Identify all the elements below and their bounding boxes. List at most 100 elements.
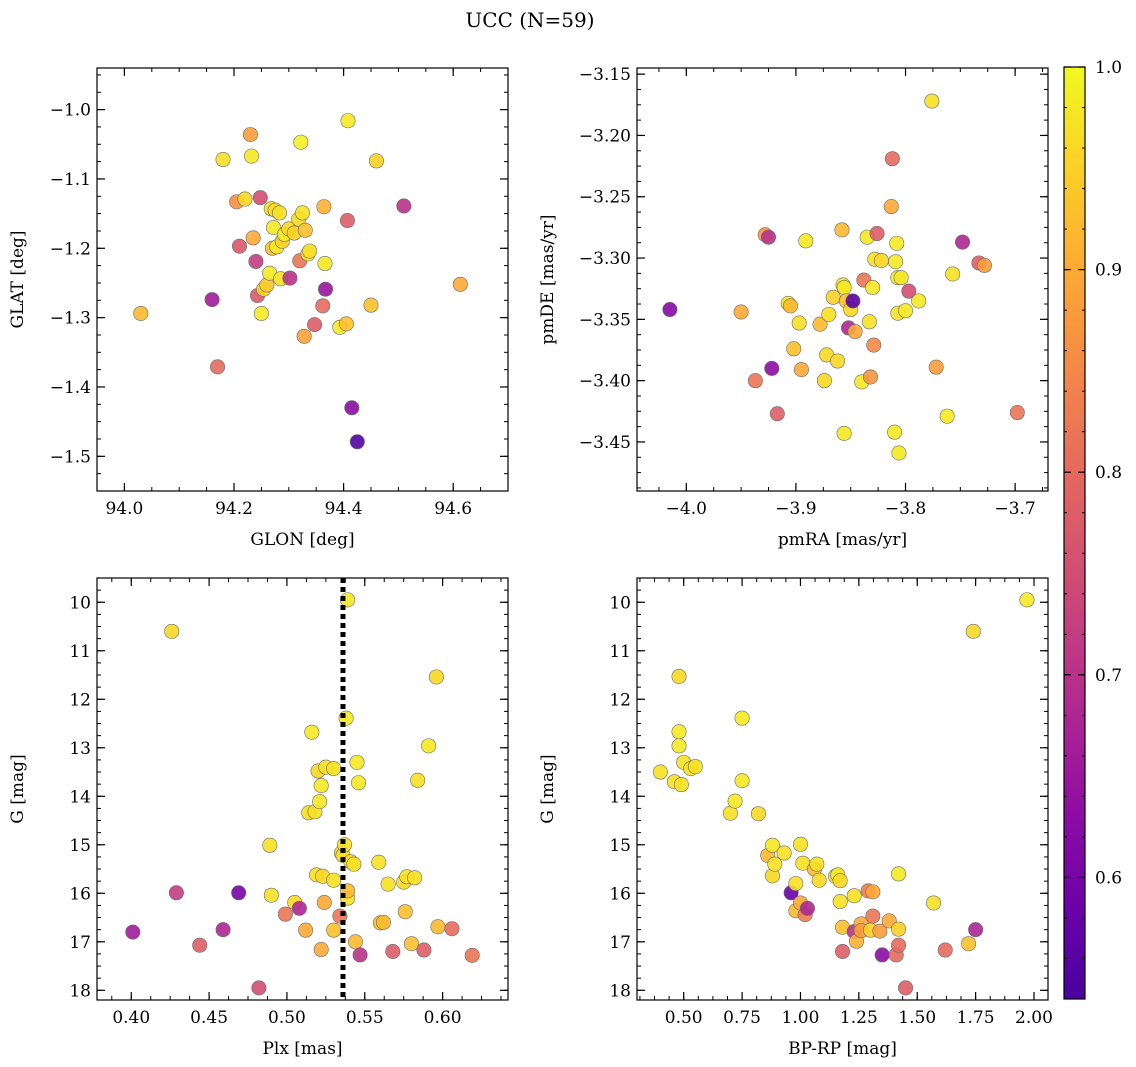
y-tick-label: 10 — [609, 593, 631, 613]
scatter-point — [788, 876, 804, 892]
scatter-point — [430, 919, 446, 935]
scatter-point — [210, 359, 226, 375]
scatter-point — [1019, 592, 1035, 608]
colorbar: 0.6 0.7 0.8 0.9 1.0 — [1063, 58, 1122, 1000]
scatter-point — [869, 226, 885, 242]
x-tick-label: −3.7 — [994, 499, 1035, 519]
scatter-point — [901, 283, 917, 299]
panel-4: 0.50 0.75 1.00 1.25 1.50 1.75 2.00 10 11 12 13 14 15… — [538, 577, 1053, 1059]
y-tick-label: 18 — [609, 981, 631, 1001]
y-tick-label: −1.3 — [50, 309, 91, 329]
scatter-point — [315, 298, 331, 314]
scatter-point — [834, 222, 850, 238]
x-tick-label: 0.45 — [190, 1008, 228, 1028]
scatter-point — [727, 793, 743, 809]
y-tick-label: −1.0 — [50, 101, 91, 121]
scatter-point — [297, 222, 313, 238]
data-layer — [133, 113, 468, 450]
scatter-point — [898, 980, 914, 996]
y-tick-label: 17 — [609, 933, 631, 953]
scatter-point — [847, 324, 863, 340]
scatter-point — [192, 937, 208, 953]
scatter-point — [416, 942, 432, 958]
scatter-point — [245, 230, 261, 246]
scatter-point — [873, 252, 889, 268]
scatter-point — [965, 623, 981, 639]
scatter-point — [891, 445, 907, 461]
scatter-point — [747, 373, 763, 389]
figure-title: UCC (N=59) — [465, 8, 594, 32]
scatter-point — [891, 866, 907, 882]
scatter-point — [407, 870, 423, 886]
scatter-point — [865, 908, 881, 924]
scatter-point — [769, 406, 785, 422]
data-layer — [125, 578, 480, 1000]
scatter-point — [821, 306, 837, 322]
x-tick-label: −3.8 — [885, 499, 926, 519]
axes-frame — [636, 577, 1049, 1001]
scatter-point — [133, 305, 149, 321]
scatter-point — [673, 777, 689, 793]
scatter-point — [168, 885, 184, 901]
scatter-point — [338, 316, 354, 332]
scatter-point — [926, 895, 942, 911]
scatter-point — [891, 937, 907, 953]
scatter-point — [347, 934, 363, 950]
y-tick-label: 15 — [69, 836, 91, 856]
scatter-point — [799, 900, 815, 916]
scatter-point — [368, 153, 384, 169]
scatter-point — [317, 256, 333, 272]
scatter-point — [961, 936, 977, 952]
scatter-point — [339, 213, 355, 229]
scatter-point — [662, 302, 678, 318]
scatter-point — [830, 353, 846, 369]
scatter-point — [242, 127, 258, 143]
scatter-point — [845, 293, 861, 309]
scatter-point — [351, 775, 367, 791]
scatter-point — [340, 113, 356, 129]
scatter-point — [865, 279, 881, 295]
scatter-point — [1009, 405, 1025, 421]
scatter-point — [866, 337, 882, 353]
scatter-point — [263, 887, 279, 903]
scatter-point — [911, 293, 927, 309]
scatter-point — [939, 408, 955, 424]
scatter-point — [782, 298, 798, 314]
scatter-point — [464, 947, 480, 963]
scatter-point — [164, 623, 180, 639]
scatter-point — [883, 199, 899, 215]
scatter-point — [375, 914, 391, 930]
scatter-point — [252, 190, 268, 206]
scatter-point — [834, 943, 850, 959]
scatter-point — [671, 738, 687, 754]
x-tick-label: 0.55 — [346, 1008, 384, 1028]
axes-frame — [96, 577, 509, 1001]
scatter-point — [862, 369, 878, 385]
scatter-point — [326, 761, 342, 777]
y-tick-label: 16 — [69, 884, 91, 904]
y-tick-label: 18 — [69, 981, 91, 1001]
scatter-point — [889, 235, 905, 251]
scatter-point — [898, 303, 914, 319]
y-tick-label: 13 — [69, 739, 91, 759]
scatter-point — [812, 316, 828, 332]
panels: 94.0 94.2 94.4 94.6 −1.0 −1.1 −1.2 −1.3 −1.4 −1.5… — [8, 65, 1053, 1059]
panel-2: −4.0 −3.9 −3.8 −3.7 −3.15 −3.20 −3.25 −3.30 −3.3… — [538, 65, 1049, 550]
scatter-point — [304, 724, 320, 740]
scatter-point — [687, 759, 703, 775]
x-tick-label: 94.4 — [325, 499, 363, 519]
scatter-point — [750, 806, 766, 822]
scatter-point — [312, 794, 328, 810]
panel-1: 94.0 94.2 94.4 94.6 −1.0 −1.1 −1.2 −1.3 −1.4 −1.5… — [8, 67, 509, 550]
scatter-point — [282, 270, 298, 286]
y-tick-label: 10 — [69, 593, 91, 613]
scatter-point — [296, 328, 312, 344]
scatter-point — [444, 921, 460, 937]
colorbar-tick-label: 0.7 — [1095, 666, 1122, 686]
x-tick-label: 94.0 — [105, 499, 143, 519]
x-tick-label: 94.6 — [434, 499, 472, 519]
scatter-point — [874, 947, 890, 963]
scatter-point — [671, 724, 687, 740]
scatter-point — [825, 289, 841, 305]
y-tick-label: 12 — [69, 690, 91, 710]
